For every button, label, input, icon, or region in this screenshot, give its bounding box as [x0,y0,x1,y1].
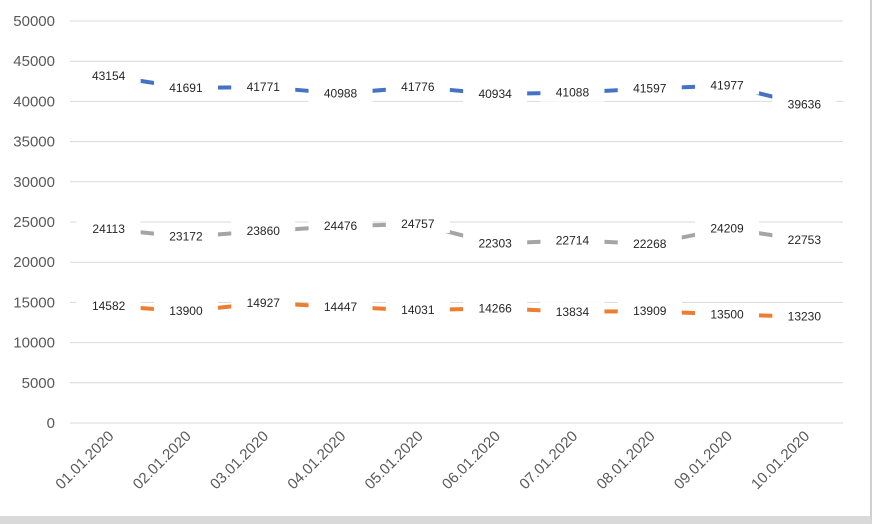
y-tick-label-50000: 50000 [13,13,55,30]
series-2-data-label-7: 13909 [633,304,667,318]
series-1-data-label-6: 22714 [556,233,590,247]
series-0-data-label-4: 41776 [401,80,435,94]
series-2-data-label-6: 13834 [556,305,590,319]
x-tick-label-2: 03.01.2020 [207,428,272,493]
series-2-label-bg-1 [153,301,218,321]
x-tick-label-4: 05.01.2020 [362,428,427,493]
series-0-label-bg-5 [463,83,528,103]
series-1-label-bg-3 [308,216,373,236]
series-1-label-bg-0 [76,219,141,239]
series-1-data-label-3: 24476 [324,219,358,233]
y-tick-label-45000: 45000 [13,53,55,70]
series-1-data-label-2: 23860 [247,224,281,238]
series-0-label-bg-8 [695,75,760,95]
series-0-data-label-3: 40988 [324,86,358,100]
series-2-label-bg-2 [231,292,296,312]
series-0-data-label-7: 41597 [633,82,667,96]
series-1-data-label-4: 24757 [401,217,435,231]
series-0-data-label-1: 41691 [169,81,203,95]
series-0-label-bg-3 [308,83,373,103]
series-2-data-label-1: 13900 [169,304,203,318]
series-2-data-label-9: 13230 [788,310,822,324]
series-2-data-label-3: 14447 [324,300,358,314]
series-2-label-bg-5 [463,298,528,318]
y-tick-label-10000: 10000 [13,335,55,352]
series-0-data-label-6: 41088 [556,86,590,100]
y-tick-label-15000: 15000 [13,294,55,311]
series-1-label-bg-7 [617,233,682,253]
x-tick-label-6: 07.01.2020 [516,428,581,493]
series-0-label-bg-7 [617,78,682,98]
x-tick-label-7: 08.01.2020 [593,428,658,493]
series-0-data-label-9: 39636 [788,97,822,111]
x-tick-label-0: 01.01.2020 [52,428,117,493]
y-tick-label-35000: 35000 [13,134,55,151]
y-tick-label-30000: 30000 [13,174,55,191]
y-tick-label-25000: 25000 [13,214,55,231]
series-1-label-bg-8 [695,218,760,238]
series-1-data-label-1: 23172 [169,230,203,244]
series-2-data-label-4: 14031 [401,303,435,317]
series-0-data-label-8: 41977 [710,79,744,93]
series-1-label-bg-2 [231,221,296,241]
y-tick-label-40000: 40000 [13,93,55,110]
series-1-data-label-0: 24113 [92,222,125,236]
series-2-label-bg-6 [540,301,605,321]
y-tick-label-5000: 5000 [22,375,55,392]
series-1-label-bg-9 [772,230,837,250]
series-0-label-bg-6 [540,82,605,102]
y-tick-label-20000: 20000 [13,254,55,271]
x-tick-label-3: 04.01.2020 [284,428,349,493]
series-1-data-label-5: 22303 [478,237,512,251]
series-0-label-bg-9 [772,94,837,114]
series-0-data-label-2: 41771 [247,80,281,94]
series-2-data-label-0: 14582 [92,299,126,313]
series-0-label-bg-0 [76,66,141,86]
series-0-data-label-0: 43154 [92,69,126,83]
x-tick-label-5: 06.01.2020 [439,428,504,493]
series-2-label-bg-0 [76,295,141,315]
series-1-data-label-9: 22753 [788,233,822,247]
series-2-data-label-2: 14927 [247,296,281,310]
series-0-data-label-5: 40934 [478,87,512,101]
series-0-label-bg-4 [385,77,450,97]
series-2-label-bg-9 [772,306,837,326]
series-1-data-label-8: 24209 [710,221,744,235]
series-2-data-label-5: 14266 [478,301,512,315]
y-tick-label-0: 0 [47,415,55,432]
series-1-label-bg-6 [540,230,605,250]
series-2-label-bg-4 [385,300,450,320]
series-1-label-bg-1 [153,226,218,246]
series-1-label-bg-5 [463,233,528,253]
series-2-data-label-8: 13500 [710,307,744,321]
series-0-label-bg-2 [231,77,296,97]
x-tick-label-9: 10.01.2020 [748,428,813,493]
series-2-label-bg-3 [308,296,373,316]
series-0-label-bg-1 [153,77,218,97]
x-tick-label-1: 02.01.2020 [130,428,195,493]
series-1-label-bg-4 [385,213,450,233]
series-1-data-label-7: 22268 [633,237,667,251]
x-tick-label-8: 09.01.2020 [671,428,736,493]
series-2-label-bg-7 [617,301,682,321]
series-2-label-bg-8 [695,304,760,324]
